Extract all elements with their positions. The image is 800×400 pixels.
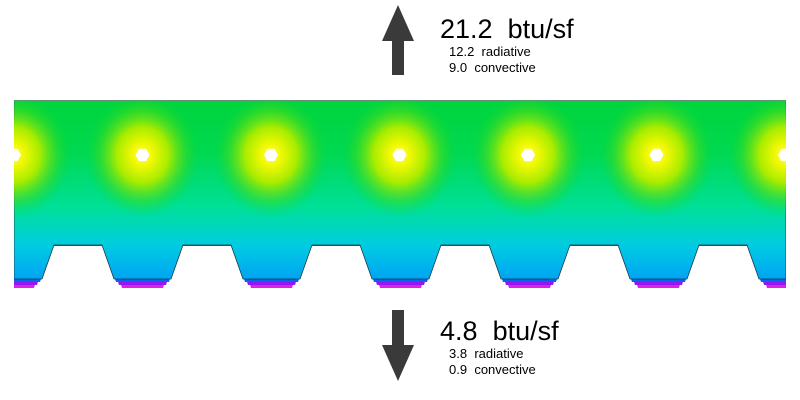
slab-contour-line [14, 100, 786, 280]
heating-tube-icon [521, 148, 535, 162]
heating-tube-icon [778, 148, 786, 162]
top-convective-value: 9.0 [449, 60, 468, 75]
bottom-convective-line: 0.9 convective [440, 362, 559, 378]
heating-tube-icon [135, 148, 150, 162]
top-radiative-line: 12.2 radiative [440, 44, 574, 60]
top-heat-flux-block: 21.2 btu/sf 12.2 radiative 9.0 convectiv… [440, 14, 574, 76]
top-radiative-label: radiative [481, 44, 531, 59]
hot-spot [14, 100, 72, 217]
top-flux-unit: btu/sf [507, 14, 574, 44]
top-convective-line: 9.0 convective [440, 60, 574, 76]
top-total-value: 21.2 [440, 14, 493, 44]
heating-tube-icon [14, 148, 21, 162]
tube-group [14, 148, 786, 162]
bottom-radiative-line: 3.8 radiative [440, 346, 559, 362]
heating-tube-icon [264, 148, 278, 162]
bottom-convective-label: convective [474, 362, 536, 377]
down-arrow-icon [382, 310, 414, 381]
up-arrow-icon [382, 5, 414, 75]
bottom-flux-unit: btu/sf [492, 316, 559, 346]
bottom-total-flux: 4.8 btu/sf [440, 316, 559, 346]
heating-tube-icon [392, 148, 407, 162]
top-convective-label: convective [474, 60, 536, 75]
bottom-radiative-value: 3.8 [449, 346, 468, 361]
hot-spot [727, 100, 786, 217]
bottom-radiative-label: radiative [474, 346, 524, 361]
top-total-flux: 21.2 btu/sf [440, 14, 574, 44]
top-radiative-value: 12.2 [449, 44, 475, 59]
bottom-heat-flux-block: 4.8 btu/sf 3.8 radiative 0.9 convective [440, 316, 559, 378]
bottom-total-value: 4.8 [440, 316, 478, 346]
bottom-convective-value: 0.9 [449, 362, 468, 377]
heating-tube-icon [649, 148, 664, 162]
